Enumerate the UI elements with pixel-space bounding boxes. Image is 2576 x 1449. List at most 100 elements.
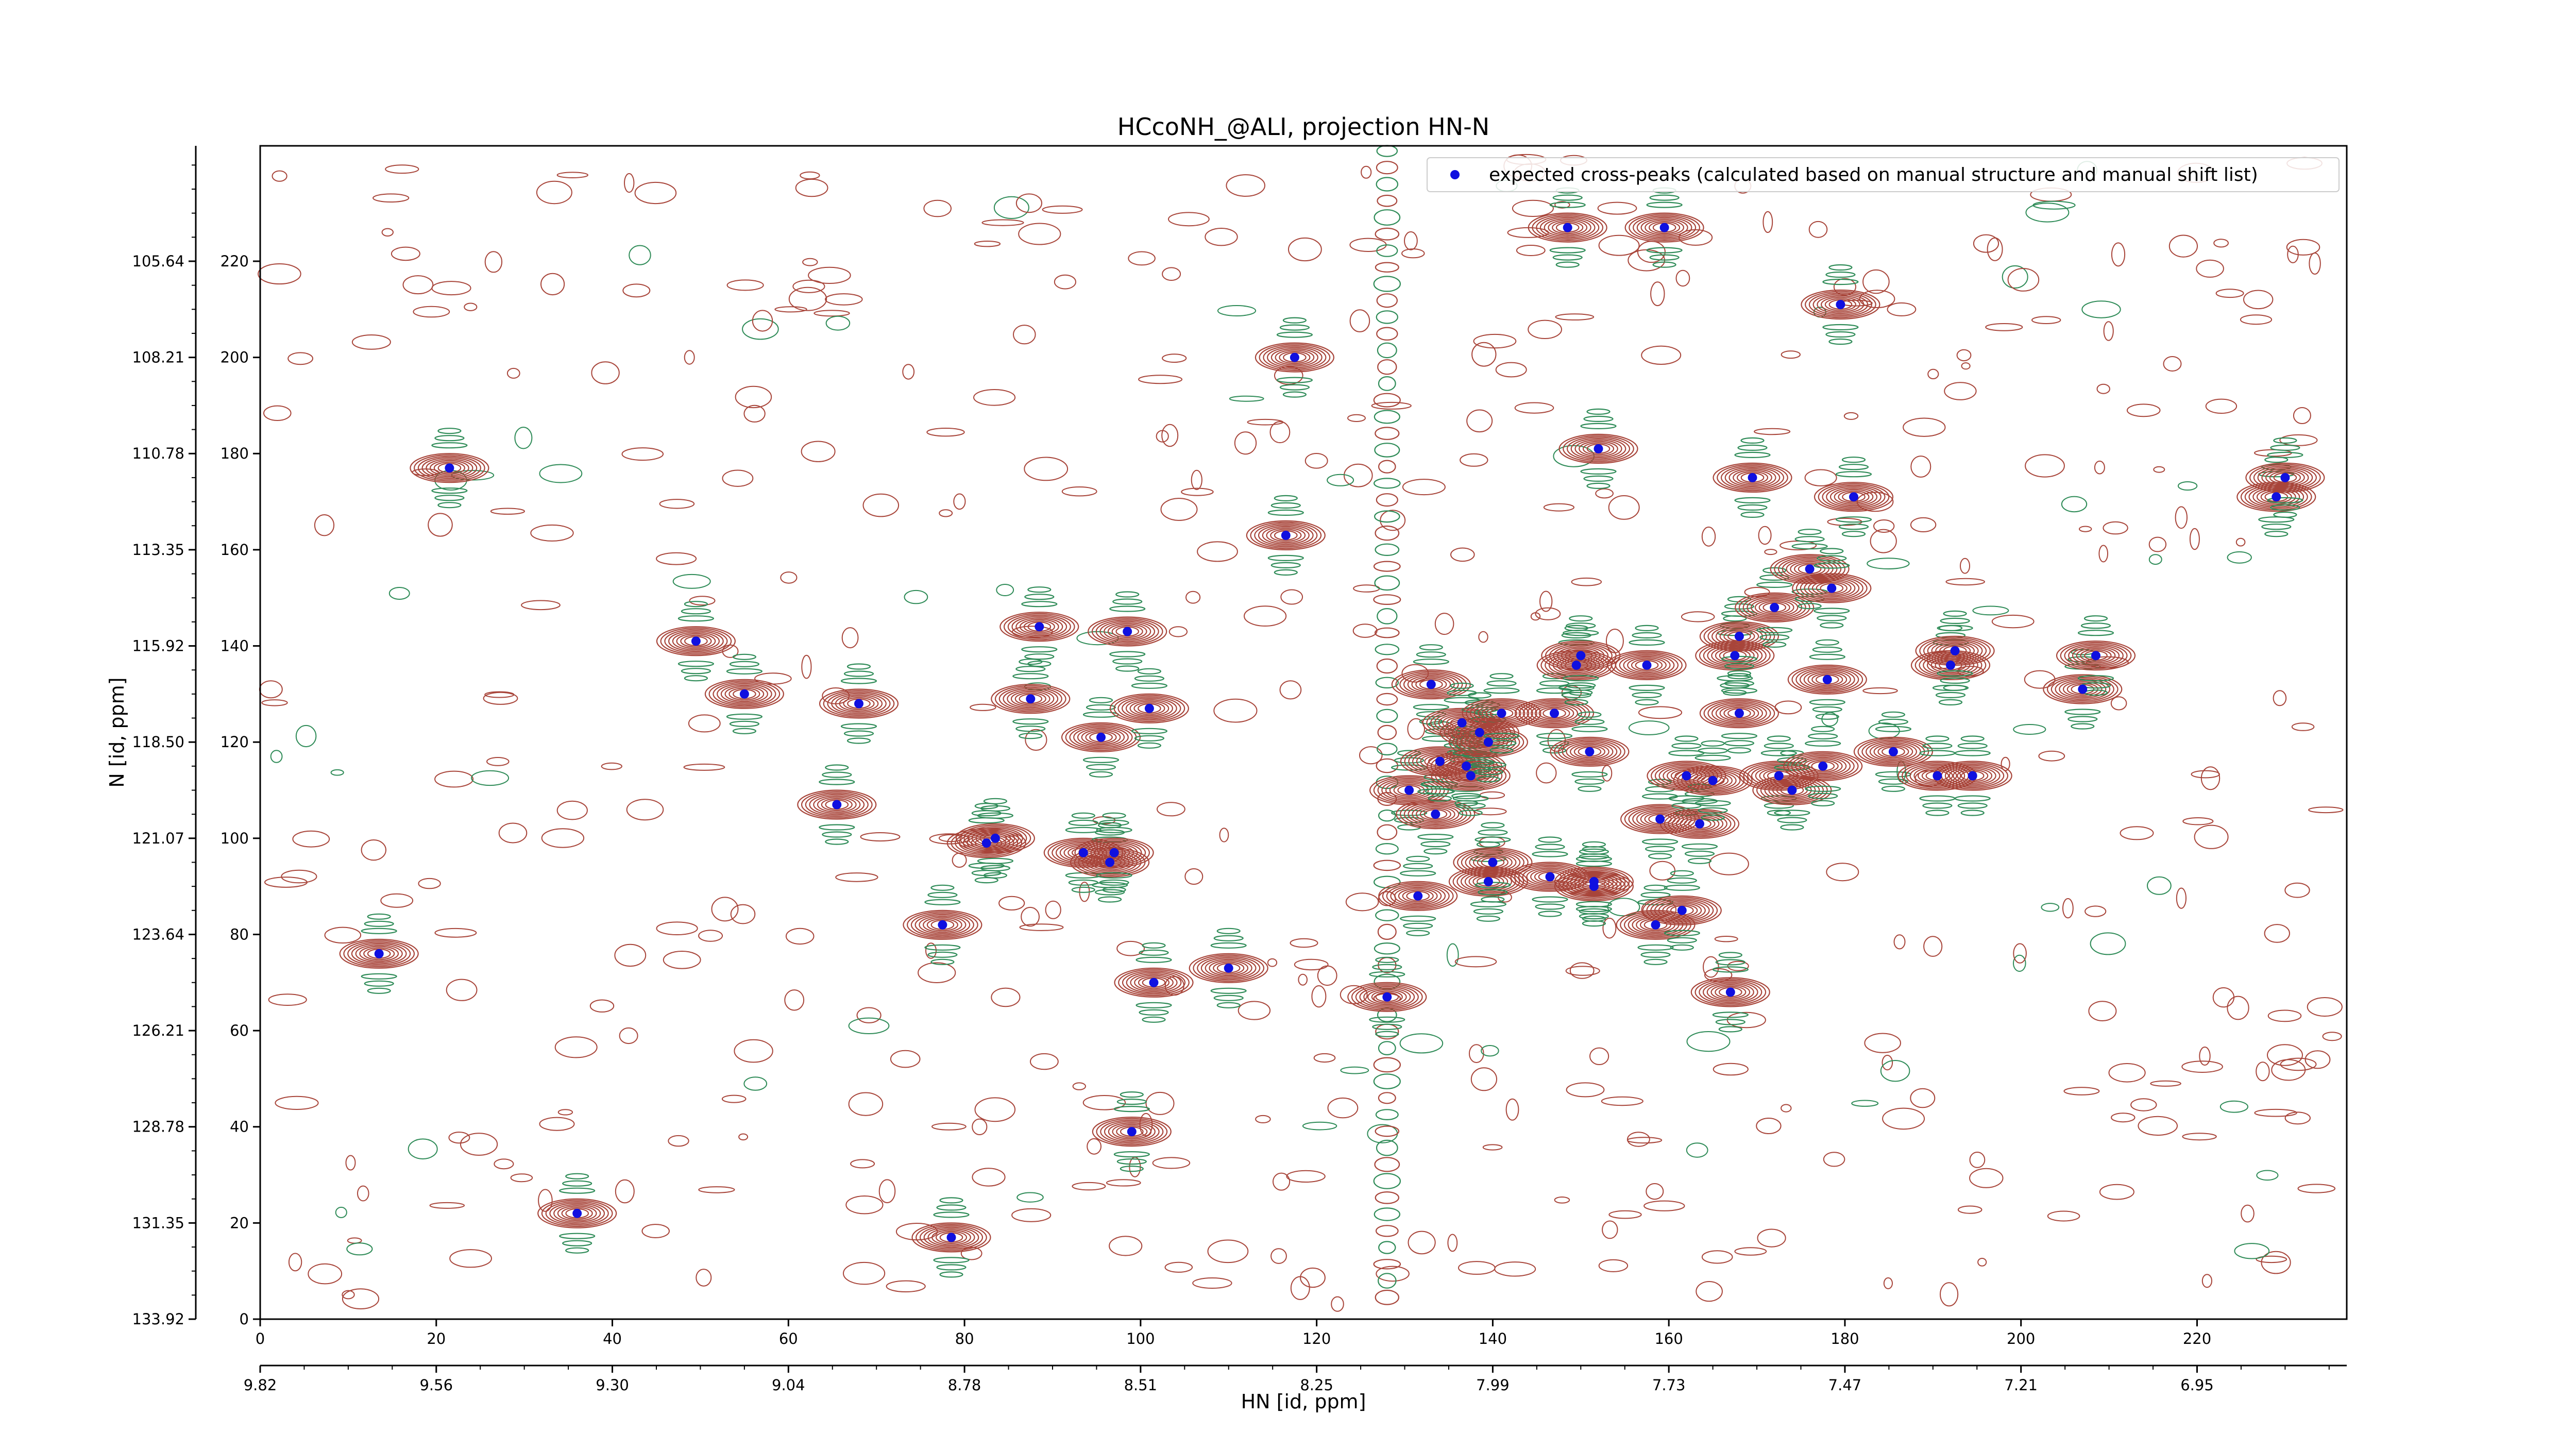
lobe-contour	[1822, 278, 1859, 285]
peak-contour	[1544, 218, 1591, 237]
peak-contour	[1756, 777, 1828, 804]
lobe-contour	[825, 838, 849, 845]
lobe-contour	[1798, 529, 1822, 535]
noise-contour	[2309, 252, 2321, 275]
noise-contour	[2088, 1001, 2117, 1021]
peak-contour	[1363, 987, 1411, 1006]
lobe-contour	[1648, 853, 1672, 860]
lobe-contour	[822, 771, 852, 778]
lobe-contour	[1213, 935, 1244, 941]
x-index-tick-label: 0	[256, 1330, 265, 1347]
ridge-contour	[1375, 525, 1400, 541]
peak-contour	[1263, 345, 1327, 370]
cross-peak-marker	[938, 920, 947, 930]
noise-contour	[484, 691, 515, 698]
noise-contour	[357, 1185, 369, 1202]
peak-contour	[1130, 973, 1178, 992]
lobe-contour	[2077, 675, 2114, 682]
noise-contour	[1873, 519, 1895, 533]
lobe-contour	[1694, 800, 1731, 806]
noise-contour	[335, 1206, 347, 1218]
peak-contour	[1133, 702, 1165, 715]
noise-contour	[2243, 290, 2274, 310]
peak-contour	[1007, 689, 1055, 709]
peak-contour	[1632, 808, 1688, 830]
noise-contour	[2168, 234, 2198, 258]
lobe-contour	[1814, 608, 1850, 614]
noise-contour	[1843, 412, 1859, 420]
noise-contour	[1646, 1183, 1664, 1200]
lobe-contour	[364, 920, 394, 927]
lobe-contour	[1109, 605, 1146, 612]
cross-peak-marker	[445, 463, 454, 473]
peak-contour	[1713, 462, 1792, 493]
lobe-contour	[1276, 377, 1313, 383]
noise-contour	[1061, 486, 1097, 497]
noise-contour	[1025, 729, 1047, 751]
noise-contour	[1833, 278, 1856, 296]
lobe-contour	[361, 973, 397, 980]
peak-contour	[1631, 659, 1663, 672]
peak-contour	[1703, 699, 1775, 727]
noise-contour	[1862, 687, 1898, 695]
peak-contour	[1270, 348, 1318, 367]
peak-contour	[1112, 1123, 1152, 1140]
lobe-contour	[1120, 1091, 1144, 1098]
noise-contour	[1288, 237, 1322, 262]
peak-contour	[1582, 442, 1615, 456]
peak-contour	[1526, 867, 1574, 886]
noise-contour	[1474, 807, 1507, 816]
noise-contour	[1757, 1228, 1786, 1248]
peak-contour	[2060, 642, 2132, 669]
ridge-contour	[1373, 1259, 1401, 1270]
peak-contour	[817, 797, 857, 813]
peak-contour	[1811, 673, 1843, 686]
noise-contour	[2182, 1133, 2217, 1141]
noise-contour	[1823, 1152, 1845, 1167]
noise-contour	[1408, 1231, 1436, 1255]
noise-contour	[1945, 578, 1985, 586]
plot-frame	[259, 145, 2348, 1320]
cross-peak-marker	[1968, 771, 1977, 781]
lobe-contour	[1575, 901, 1612, 907]
x-index-tick-label: 60	[779, 1330, 798, 1347]
lobe-contour	[1403, 863, 1433, 869]
peak-contour	[2076, 647, 2116, 664]
noise-contour	[1880, 1060, 1910, 1082]
noise-contour	[1608, 1210, 1642, 1219]
peak-contour	[1351, 983, 1423, 1011]
peak-contour	[1403, 802, 1467, 827]
lobe-contour	[939, 1197, 963, 1204]
noise-contour	[1960, 558, 1970, 574]
peak-contour	[979, 832, 1011, 845]
peak-contour	[1514, 698, 1595, 729]
cross-peak-marker	[990, 833, 1000, 843]
lobe-contour	[1740, 437, 1765, 444]
y-index-tick-label: 100	[221, 830, 249, 847]
peak-contour	[1073, 726, 1129, 748]
ridge-contour	[1376, 161, 1398, 175]
peak-contour	[1574, 439, 1622, 459]
lobe-contour	[1375, 1031, 1399, 1037]
peak-contour	[1412, 804, 1460, 824]
lobe-contour	[2270, 444, 2300, 451]
peak-contour	[1711, 702, 1767, 724]
noise-contour	[1808, 221, 1828, 238]
noise-contour	[288, 1253, 302, 1272]
lobe-contour	[1762, 641, 1787, 648]
noise-contour	[1304, 453, 1328, 469]
lobe-contour	[1086, 764, 1116, 770]
noise-contour	[1602, 765, 1613, 782]
lobe-contour	[1767, 735, 1791, 742]
noise-contour	[1181, 487, 1214, 496]
noise-contour	[1402, 479, 1446, 496]
noise-contour	[591, 361, 620, 384]
noise-contour	[2256, 1062, 2270, 1082]
lobe-contour	[1764, 802, 1794, 809]
lobe-contour	[1925, 735, 1950, 742]
peak-contour	[1539, 216, 1596, 239]
noise-contour	[1867, 558, 1910, 569]
peak-contour	[1857, 738, 1929, 766]
lobe-contour	[1450, 682, 1474, 689]
